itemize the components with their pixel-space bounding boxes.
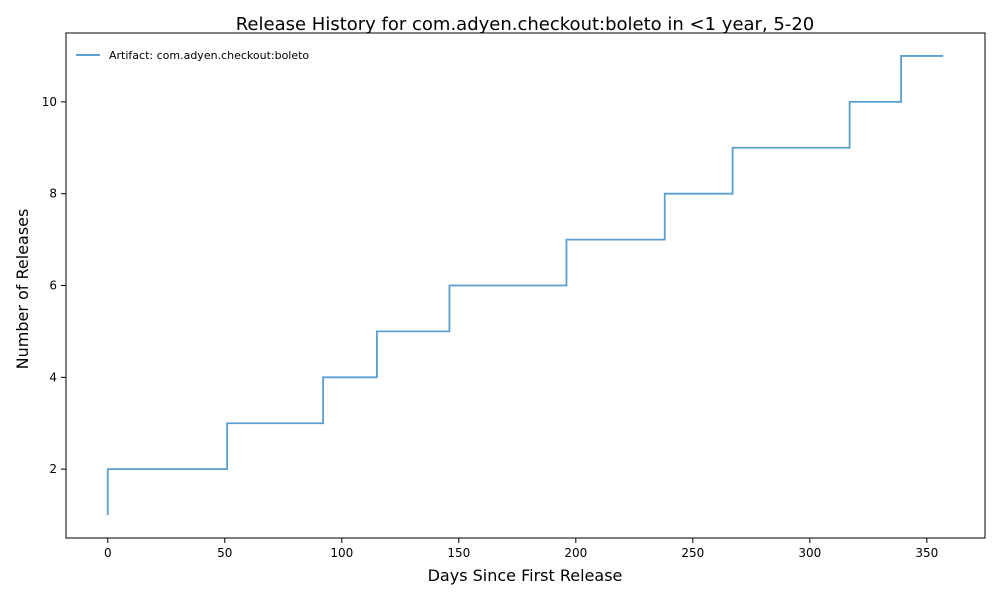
x-tick-label: 350 bbox=[915, 546, 938, 560]
legend: Artifact: com.adyen.checkout:boleto bbox=[76, 49, 309, 62]
y-axis-label: Number of Releases bbox=[13, 209, 32, 370]
series-line-0 bbox=[106, 55, 944, 516]
legend-label: Artifact: com.adyen.checkout:boleto bbox=[109, 49, 309, 62]
chart-title: Release History for com.adyen.checkout:b… bbox=[236, 14, 815, 35]
x-axis-label: Days Since First Release bbox=[428, 566, 623, 585]
x-tick-label: 250 bbox=[681, 546, 704, 560]
y-tick-label: 4 bbox=[49, 370, 57, 384]
x-tick-label: 200 bbox=[564, 546, 587, 560]
y-tick-label: 8 bbox=[49, 187, 57, 201]
y-tick-label: 6 bbox=[49, 279, 57, 293]
x-tick-label: 150 bbox=[447, 546, 470, 560]
y-tick-label: 2 bbox=[49, 462, 57, 476]
x-tick-label: 50 bbox=[217, 546, 232, 560]
x-tick-label: 300 bbox=[798, 546, 821, 560]
y-tick-label: 10 bbox=[42, 95, 57, 109]
x-tick-label: 100 bbox=[330, 546, 353, 560]
plot-area: 0 50 100 150 200 250 300 350 2 4 6 8 10 bbox=[42, 32, 986, 560]
x-tick-label: 0 bbox=[104, 546, 112, 560]
